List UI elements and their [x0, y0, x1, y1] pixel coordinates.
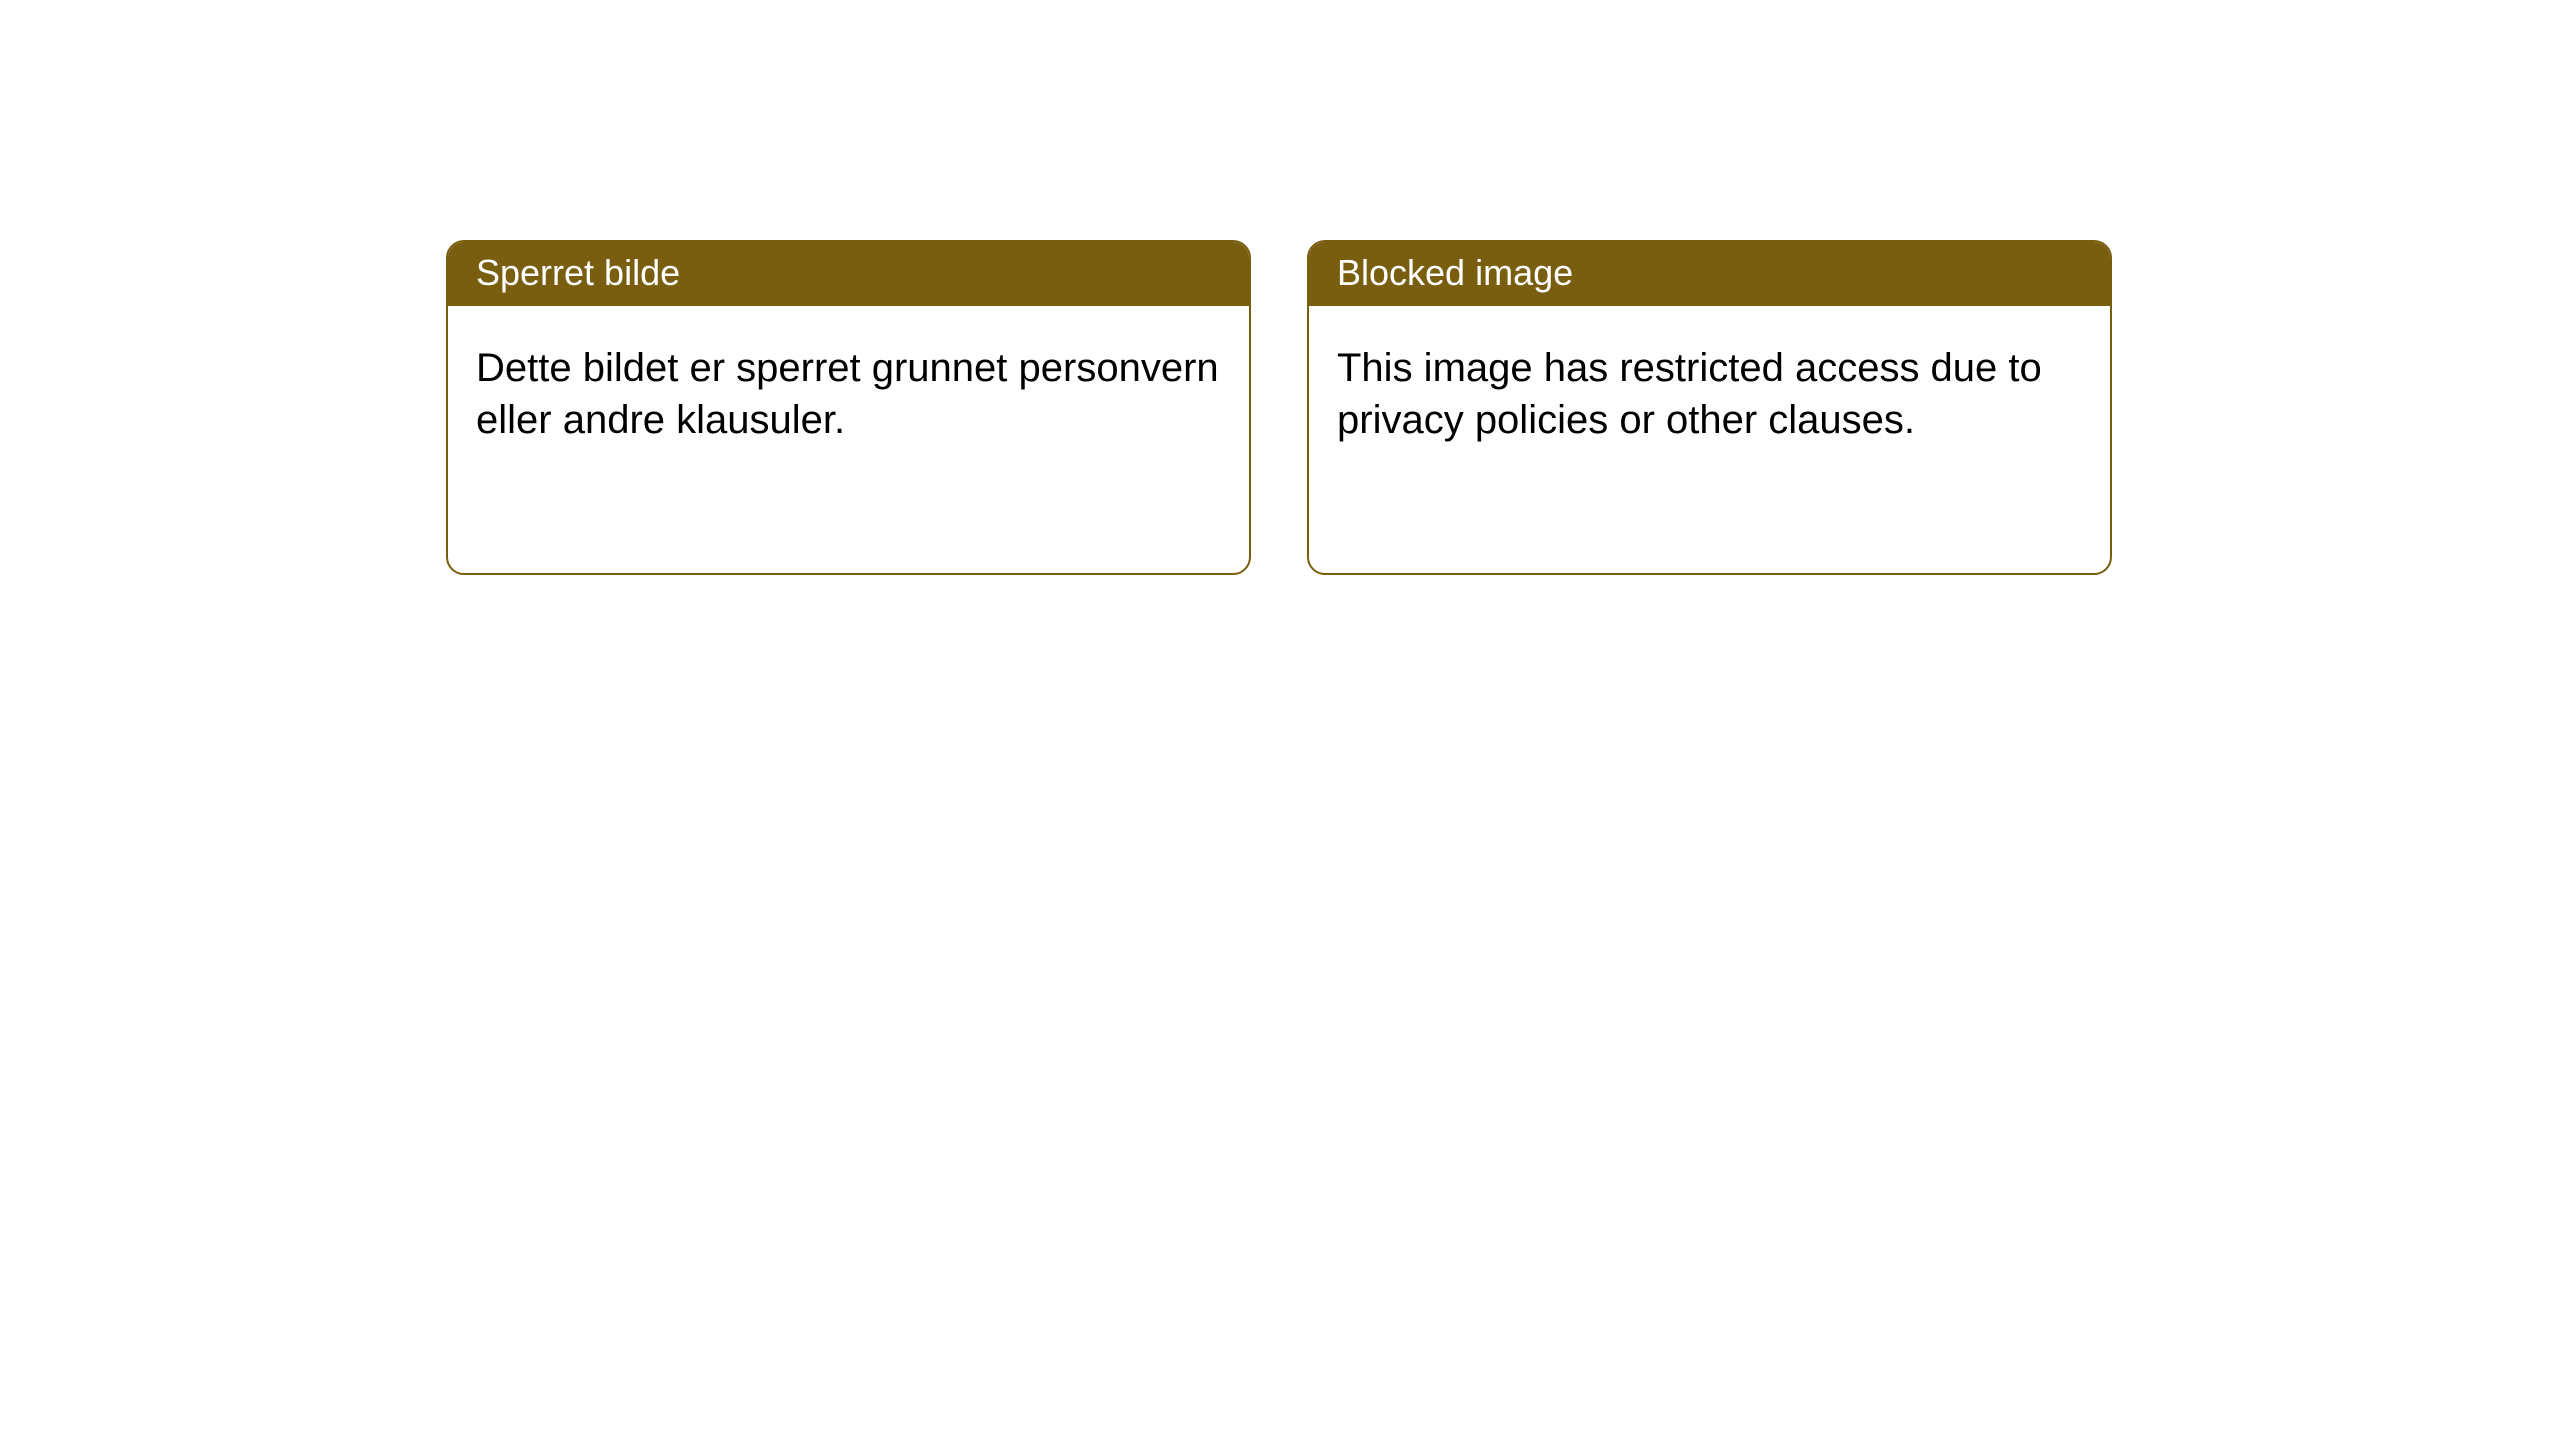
notice-card-norwegian: Sperret bilde Dette bildet er sperret gr… [446, 240, 1251, 575]
notice-card-english: Blocked image This image has restricted … [1307, 240, 2112, 575]
notice-container: Sperret bilde Dette bildet er sperret gr… [446, 240, 2112, 575]
notice-card-title: Blocked image [1309, 242, 2110, 306]
notice-card-title: Sperret bilde [448, 242, 1249, 306]
notice-card-body: Dette bildet er sperret grunnet personve… [448, 306, 1249, 474]
notice-card-body: This image has restricted access due to … [1309, 306, 2110, 474]
